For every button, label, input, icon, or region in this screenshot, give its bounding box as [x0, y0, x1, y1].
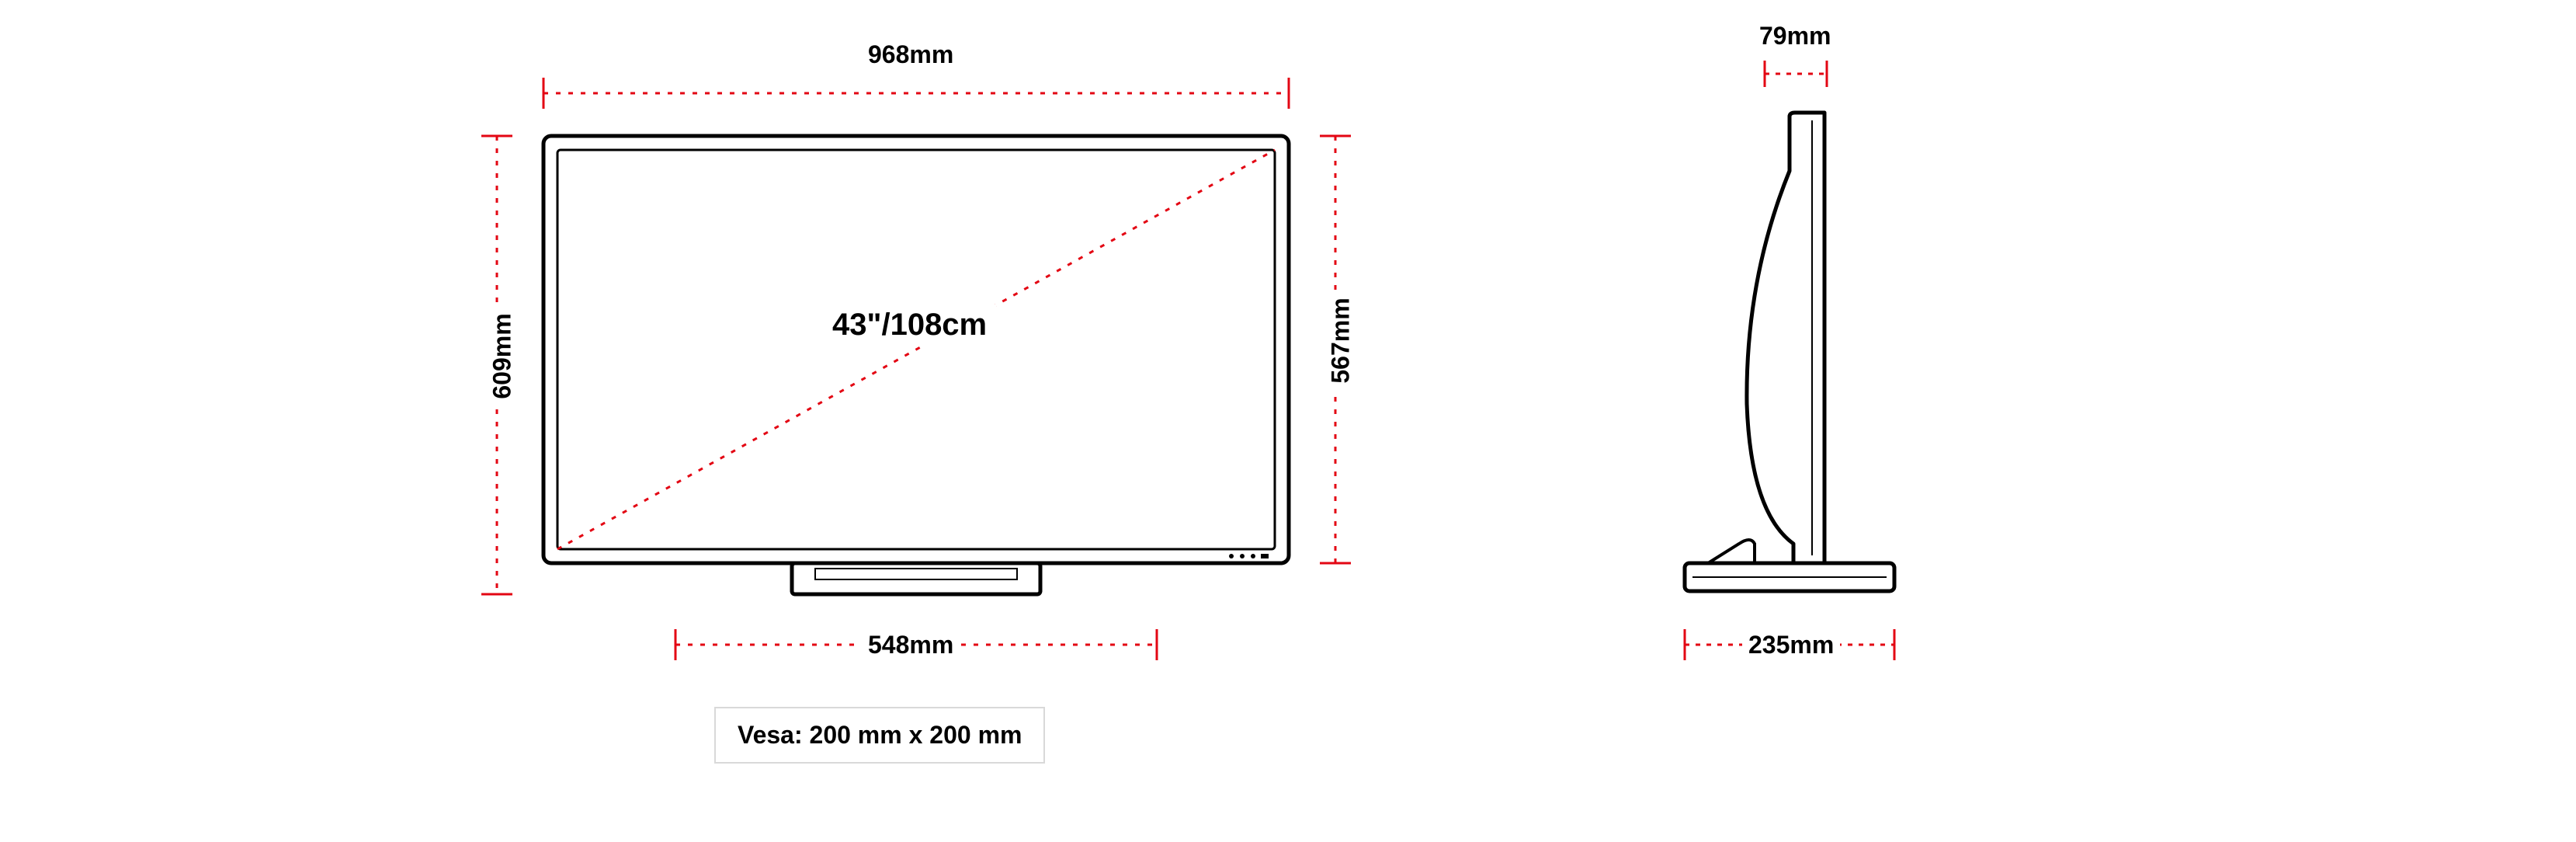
diagonal-label: 43"/108cm [823, 304, 996, 346]
diagram-container: 968mm 609mm 567mm 43"/108cm 548mm Vesa: … [0, 0, 2576, 842]
front-screen-height-label: 567mm [1327, 291, 1356, 389]
diagram-svg [0, 0, 2576, 842]
front-view [481, 78, 1351, 660]
side-stand-depth-label: 235mm [1742, 631, 1840, 659]
vesa-label: Vesa: 200 mm x 200 mm [714, 707, 1045, 764]
side-view [1685, 61, 1894, 660]
stand-width-label: 548mm [862, 631, 960, 659]
front-width-label: 968mm [862, 40, 960, 69]
front-height-label: 609mm [488, 307, 517, 405]
side-depth-label: 79mm [1753, 22, 1838, 50]
